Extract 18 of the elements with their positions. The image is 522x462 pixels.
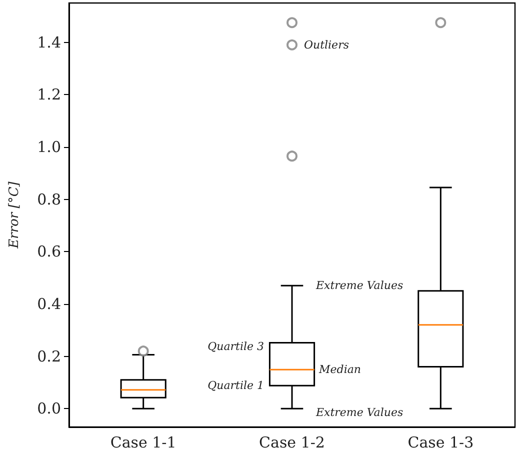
y-tick-label: 0.8 xyxy=(37,190,61,208)
annotation: Quartile 3 xyxy=(208,340,264,354)
annotation: Quartile 1 xyxy=(208,379,264,392)
annotation: Median xyxy=(318,363,361,376)
y-tick-label: 1.4 xyxy=(37,33,61,52)
annotation: Outliers xyxy=(304,38,350,52)
annotation: Extreme Values xyxy=(315,406,404,420)
x-tick-label: Case 1-2 xyxy=(259,434,325,452)
y-tick-label: 0.4 xyxy=(37,294,61,313)
x-tick-label: Case 1-1 xyxy=(110,434,176,452)
y-tick-label: 1.2 xyxy=(37,86,61,104)
x-tick-label: Case 1-3 xyxy=(408,434,474,452)
y-tick-label: 1.0 xyxy=(37,138,61,156)
y-tick-label: 0.0 xyxy=(37,400,61,418)
y-tick-label: 0.2 xyxy=(37,347,61,366)
y-tick-label: 0.6 xyxy=(37,242,61,261)
y-axis-title: Error [°C] xyxy=(7,180,22,250)
annotation: Extreme Values xyxy=(315,279,404,292)
